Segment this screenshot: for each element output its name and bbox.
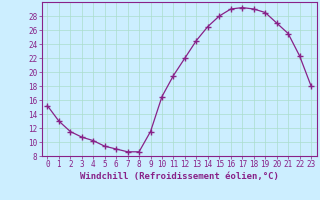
X-axis label: Windchill (Refroidissement éolien,°C): Windchill (Refroidissement éolien,°C)	[80, 172, 279, 181]
